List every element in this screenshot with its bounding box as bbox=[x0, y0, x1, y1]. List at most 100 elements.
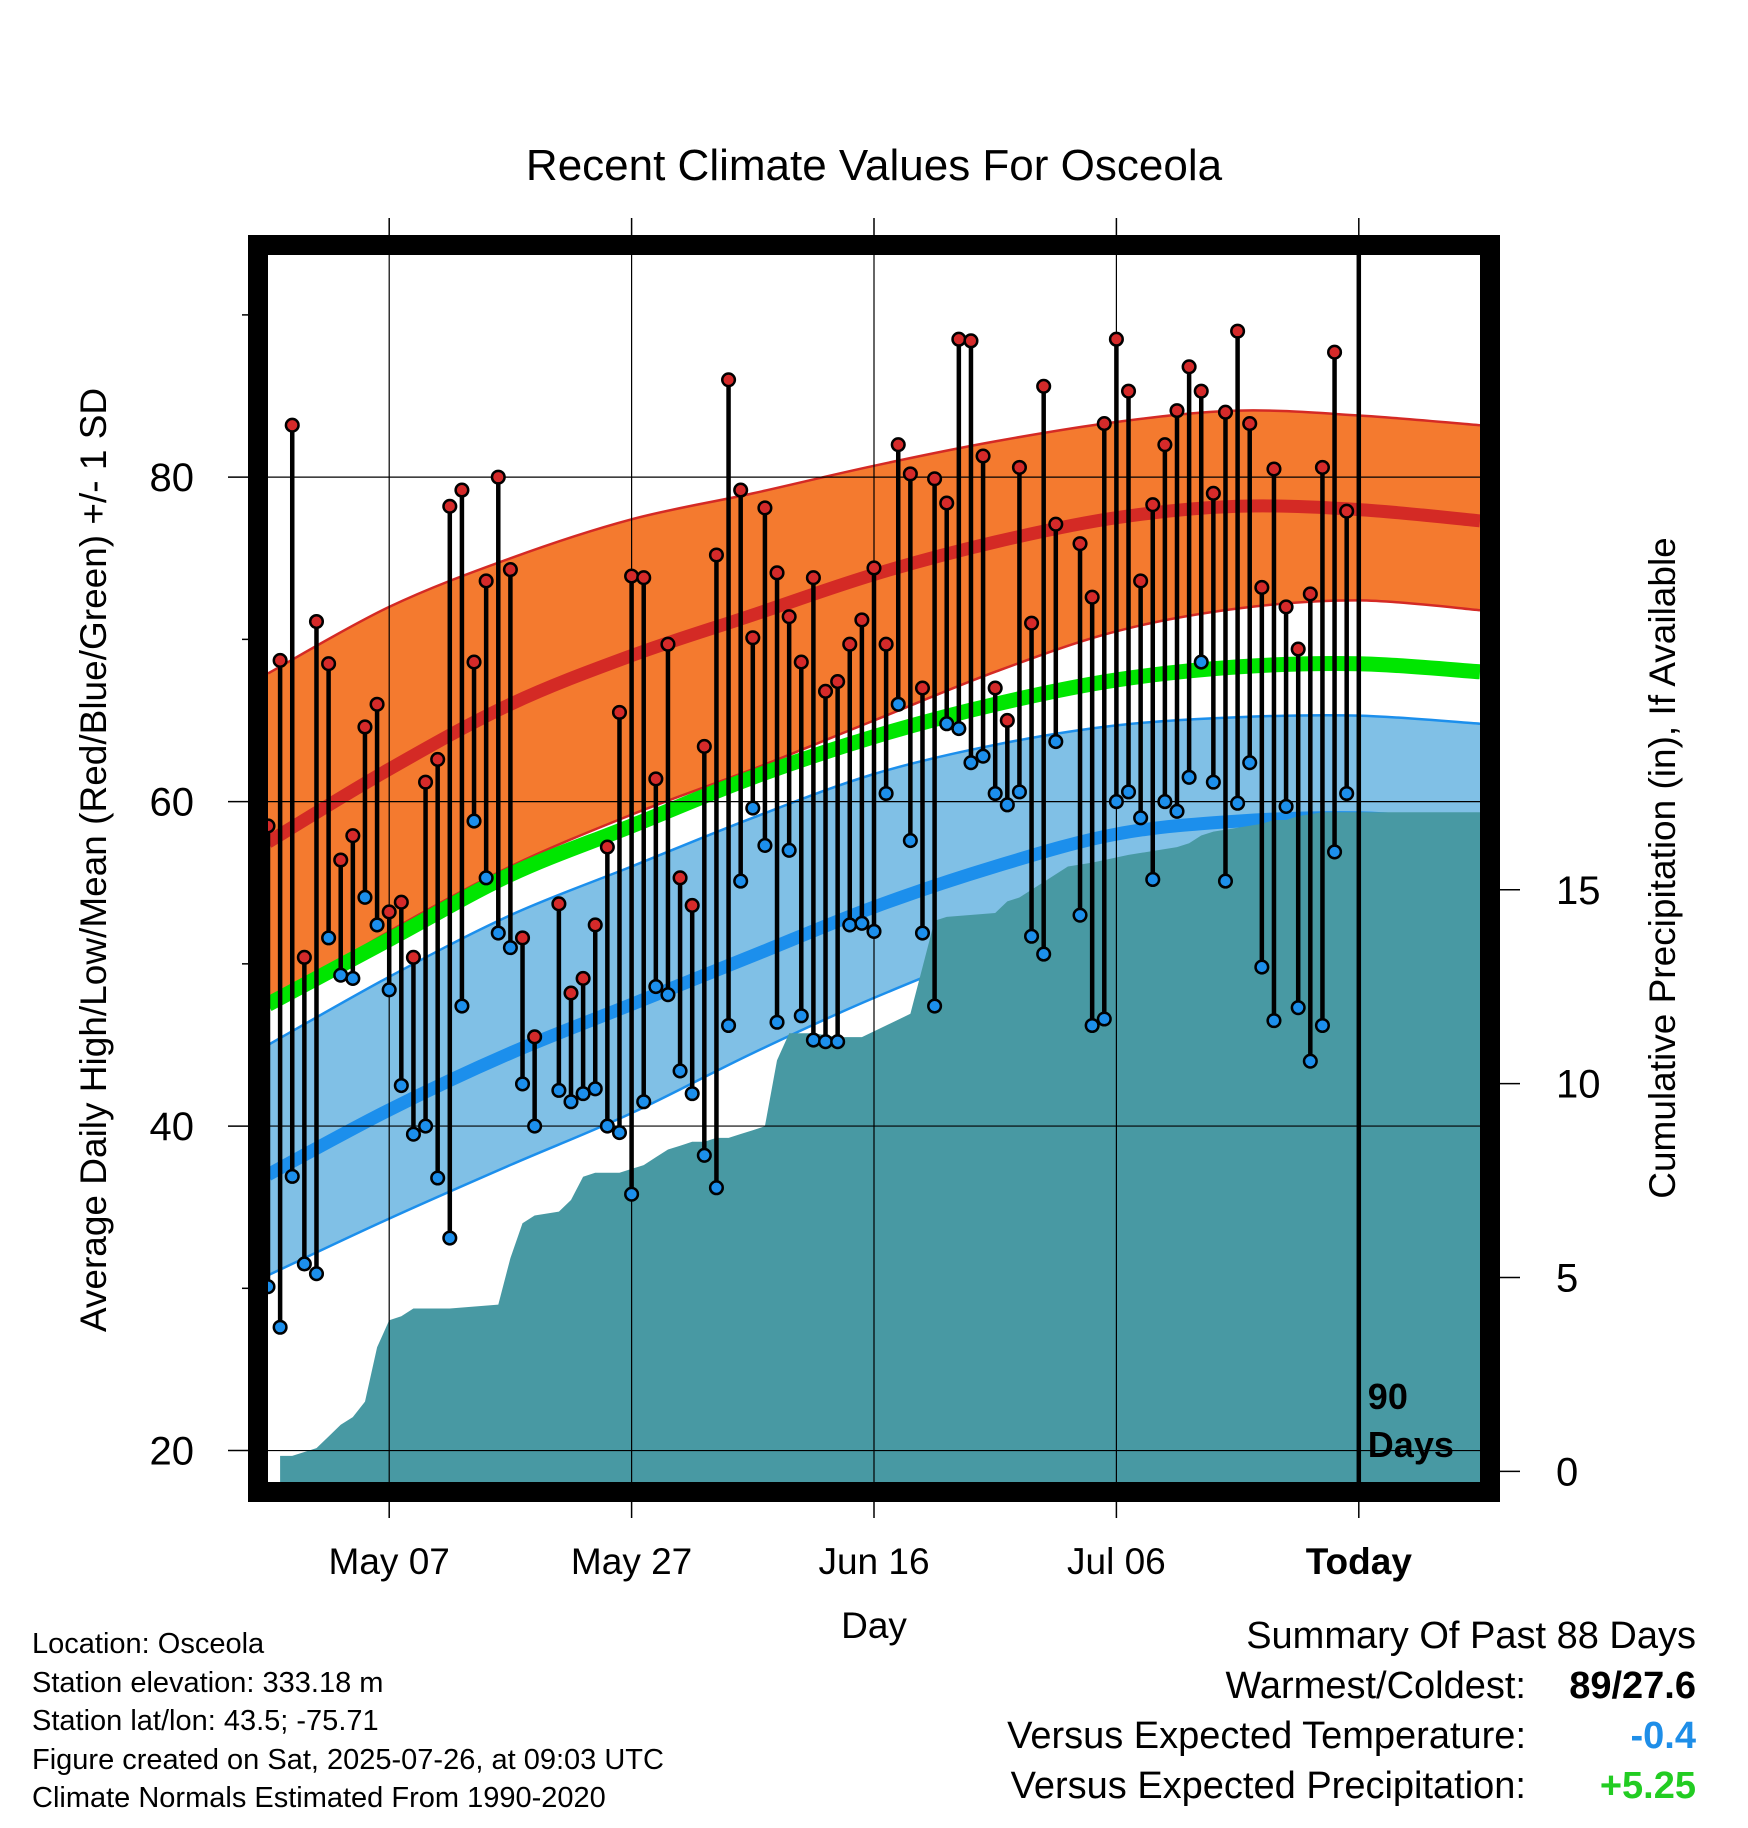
obs-low-point bbox=[1145, 871, 1161, 888]
obs-low-point bbox=[1036, 946, 1052, 962]
obs-high-point bbox=[1133, 573, 1149, 589]
obs-low-point bbox=[975, 748, 991, 764]
x-axis-label: Day bbox=[841, 1605, 907, 1646]
obs-high-point bbox=[927, 471, 943, 487]
obs-low-point bbox=[551, 1082, 567, 1098]
obs-low-point bbox=[939, 716, 955, 732]
obs-low-point bbox=[1084, 1017, 1100, 1034]
obs-high-point bbox=[1302, 586, 1318, 602]
warmest-coldest-value: 89/27.6 bbox=[1569, 1665, 1696, 1707]
obs-high-point bbox=[333, 852, 349, 868]
obs-low-point bbox=[454, 998, 470, 1014]
obs-high-point bbox=[987, 680, 1003, 696]
x-tick-label: Today bbox=[1306, 1541, 1413, 1582]
obs-low-point bbox=[1242, 755, 1258, 771]
obs-low-point bbox=[648, 979, 664, 995]
obs-high-point bbox=[296, 949, 312, 965]
obs-high-point bbox=[1181, 359, 1197, 375]
obs-low-point bbox=[430, 1170, 446, 1186]
obs-low-point bbox=[369, 917, 385, 933]
obs-low-point bbox=[817, 1034, 834, 1050]
obs-low-point bbox=[1011, 784, 1027, 800]
summary-heading: Summary Of Past 88 Days bbox=[1007, 1615, 1696, 1665]
summary-panel: Summary Of Past 88 Days Warmest/Coldest:… bbox=[1007, 1615, 1696, 1815]
created-text: Figure created on Sat, 2025-07-26, at 09… bbox=[32, 1743, 664, 1776]
obs-low-point bbox=[636, 1094, 652, 1110]
obs-low-point bbox=[405, 1126, 421, 1142]
right-tick-label: 0 bbox=[1556, 1450, 1578, 1494]
obs-high-point bbox=[684, 897, 700, 913]
obs-high-point bbox=[1327, 344, 1343, 360]
warmest-coldest-label: Warmest/Coldest: bbox=[1225, 1665, 1526, 1707]
obs-high-point bbox=[563, 985, 579, 1001]
obs-high-point bbox=[890, 437, 906, 453]
obs-low-point bbox=[1096, 1011, 1112, 1027]
obs-high-point bbox=[442, 498, 458, 514]
obs-low-point bbox=[284, 1168, 300, 1184]
obs-high-point bbox=[1242, 416, 1258, 432]
obs-low-point bbox=[660, 987, 676, 1003]
obs-low-point bbox=[1193, 654, 1209, 670]
obs-high-point bbox=[345, 828, 361, 844]
obs-low-point bbox=[721, 1017, 737, 1034]
precip-delta-label: Versus Expected Precipitation: bbox=[1010, 1765, 1526, 1807]
obs-high-point bbox=[272, 652, 288, 669]
x-tick-label: Jun 16 bbox=[818, 1541, 929, 1582]
obs-high-point bbox=[1036, 378, 1052, 394]
obs-low-point bbox=[914, 925, 931, 941]
obs-high-point bbox=[636, 570, 652, 586]
obs-low-point bbox=[1217, 873, 1234, 889]
obs-low-point bbox=[418, 1118, 434, 1134]
obs-high-point bbox=[805, 570, 821, 586]
obs-low-point bbox=[357, 889, 373, 905]
obs-low-point bbox=[624, 1186, 640, 1202]
obs-low-point bbox=[696, 1147, 712, 1163]
obs-low-point bbox=[1230, 795, 1246, 811]
obs-high-point bbox=[660, 636, 676, 652]
temp-delta-row: Versus Expected Temperature: -0.4 bbox=[1007, 1715, 1696, 1765]
obs-low-point bbox=[272, 1319, 288, 1335]
obs-low-point bbox=[1205, 774, 1221, 790]
y-tick-label: 60 bbox=[150, 781, 195, 825]
y-axis-label: Average Daily High/Low/Mean (Red/Blue/Gr… bbox=[73, 388, 114, 1332]
obs-high-point bbox=[648, 771, 664, 787]
obs-low-point bbox=[1120, 784, 1137, 800]
chart-title: Recent Climate Values For Osceola bbox=[526, 141, 1223, 190]
obs-low-point bbox=[927, 998, 943, 1014]
obs-high-point bbox=[1145, 497, 1161, 513]
obs-high-point bbox=[478, 573, 494, 589]
obs-low-point bbox=[587, 1081, 603, 1097]
obs-low-point bbox=[999, 797, 1015, 813]
obs-high-point bbox=[1096, 416, 1112, 432]
obs-high-point bbox=[939, 495, 955, 511]
warmest-value: 89 bbox=[1569, 1665, 1612, 1707]
obs-low-point bbox=[611, 1125, 628, 1141]
x-tick-label: Jul 06 bbox=[1067, 1541, 1166, 1582]
obs-high-point bbox=[1230, 323, 1246, 339]
obs-low-point bbox=[1133, 810, 1149, 826]
precip-delta-value: +5.25 bbox=[1599, 1765, 1696, 1807]
obs-low-point bbox=[902, 832, 918, 849]
obs-low-point bbox=[381, 982, 397, 998]
obs-high-point bbox=[624, 568, 640, 584]
obs-low-point bbox=[490, 925, 506, 941]
obs-low-point bbox=[1327, 844, 1343, 860]
obs-low-point bbox=[1254, 959, 1270, 975]
obs-high-point bbox=[308, 613, 325, 630]
x-tick-label: May 07 bbox=[329, 1541, 450, 1582]
obs-high-point bbox=[854, 612, 870, 628]
obs-low-point bbox=[321, 930, 337, 946]
obs-high-point bbox=[611, 704, 628, 720]
obs-low-point bbox=[890, 696, 906, 712]
obs-high-point bbox=[866, 560, 882, 576]
obs-high-point bbox=[1205, 485, 1221, 501]
obs-low-point bbox=[878, 785, 894, 802]
temp-delta-value: -0.4 bbox=[1630, 1715, 1696, 1757]
temp-delta-label: Versus Expected Temperature: bbox=[1007, 1715, 1526, 1757]
obs-low-point bbox=[1048, 734, 1064, 750]
obs-low-point bbox=[1339, 785, 1355, 802]
obs-low-point bbox=[1024, 928, 1040, 944]
normals-text: Climate Normals Estimated From 1990-2020 bbox=[32, 1782, 606, 1814]
obs-high-point bbox=[430, 751, 446, 767]
obs-low-point bbox=[842, 917, 858, 933]
